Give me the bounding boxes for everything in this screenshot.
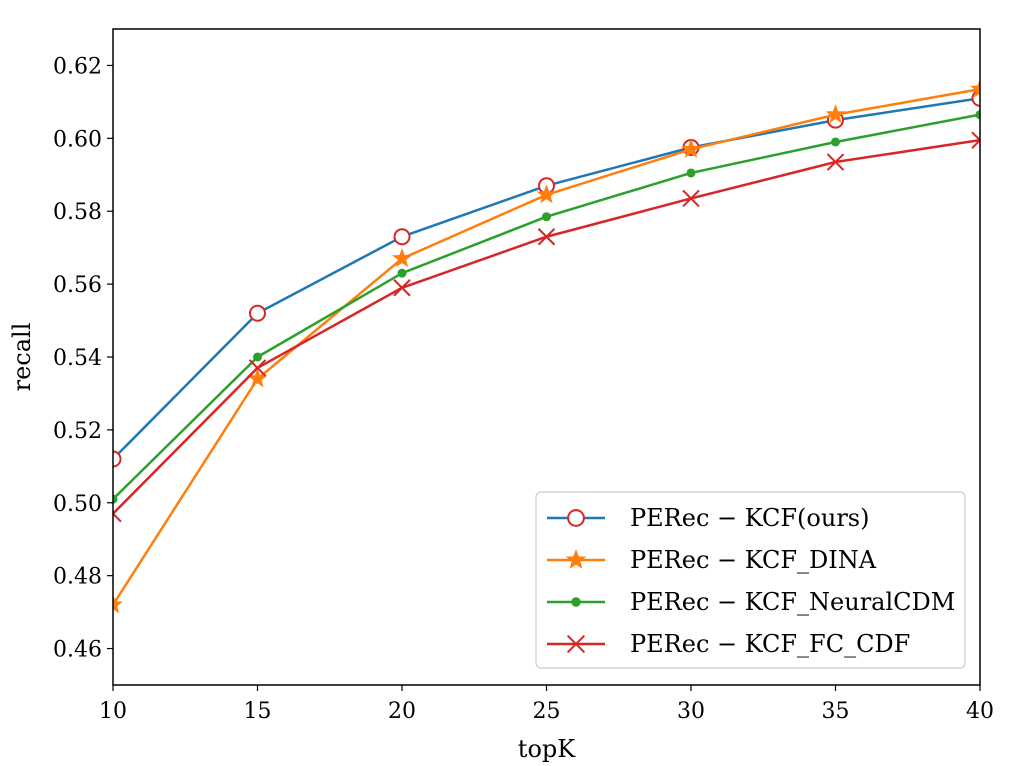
x-tick-label: 15 — [244, 699, 272, 724]
data-point — [970, 78, 980, 98]
x-tick-label: 30 — [677, 699, 705, 724]
data-point — [542, 212, 551, 222]
series-layer — [113, 78, 980, 614]
data-point — [831, 137, 840, 147]
series-3 — [113, 131, 980, 523]
data-point — [393, 279, 411, 297]
x-marker-stroke — [682, 189, 700, 208]
y-axis-ticks: 0.46 0.48 0.50 0.52 0.54 0.56 0.58 0.60 0.62 — [53, 54, 113, 663]
legend-entry: PERec − KCF_DINA — [547, 546, 877, 574]
y-tick-label: 0.48 — [53, 565, 102, 590]
legend-label: PERec − KCF_NeuralCDM — [630, 588, 955, 616]
x-marker-stroke — [113, 505, 122, 516]
data-point — [536, 184, 557, 204]
x-tick-label: 40 — [966, 699, 994, 724]
x-axis-label: topK — [518, 735, 576, 763]
legend-marker — [565, 549, 587, 569]
data-point — [113, 494, 118, 504]
x-tick-label: 10 — [99, 699, 127, 724]
y-tick-label: 0.58 — [53, 200, 102, 225]
x-marker-stroke — [537, 228, 556, 246]
x-axis-ticks: 10 15 20 25 30 35 40 — [99, 685, 994, 724]
x-marker-stroke — [971, 131, 980, 142]
x-marker-stroke — [971, 138, 980, 149]
y-tick-label: 0.54 — [53, 346, 102, 371]
y-tick-label: 0.60 — [53, 127, 102, 152]
legend-entry: PERec − KCF_NeuralCDM — [547, 588, 955, 616]
data-point — [113, 450, 122, 468]
data-point — [113, 505, 122, 523]
legend-marker — [567, 509, 585, 527]
x-marker-stroke — [826, 153, 845, 171]
data-point — [975, 110, 980, 120]
legend-label: PERec − KCF_DINA — [630, 546, 877, 574]
legend-entry: PERec − KCF(ours) — [547, 504, 869, 532]
data-point — [971, 131, 980, 149]
legend-entry: PERec − KCF_FC_CDF — [547, 630, 910, 658]
data-point — [537, 228, 556, 246]
x-marker-stroke — [248, 359, 267, 377]
data-point — [249, 304, 266, 322]
data-point — [682, 189, 700, 208]
legend-box — [535, 491, 966, 669]
legend-label: PERec − KCF_FC_CDF — [630, 630, 910, 658]
x-marker-stroke — [566, 634, 586, 654]
data-point — [825, 104, 846, 124]
series-2 — [113, 110, 980, 504]
legend: PERec − KCF(ours) PERec − KCF_DINA PERec −… — [535, 491, 966, 669]
x-marker-stroke — [393, 279, 411, 297]
data-point — [397, 268, 407, 278]
x-tick-label: 20 — [388, 699, 416, 724]
x-marker-stroke — [113, 512, 122, 523]
legend-marker — [571, 597, 581, 607]
y-tick-label: 0.52 — [53, 419, 102, 444]
data-point — [393, 228, 411, 246]
data-point — [686, 168, 696, 178]
y-tick-label: 0.46 — [53, 638, 102, 663]
data-point — [392, 248, 412, 268]
x-tick-label: 25 — [533, 699, 561, 724]
y-axis-label: recall — [8, 323, 36, 392]
legend-label: PERec − KCF(ours) — [630, 504, 869, 532]
legend-marker — [566, 634, 586, 654]
y-tick-label: 0.62 — [53, 54, 102, 79]
data-point — [681, 138, 701, 158]
data-point — [113, 594, 123, 614]
data-point — [248, 359, 267, 377]
x-tick-label: 35 — [822, 699, 850, 724]
data-point — [253, 352, 262, 362]
data-point — [826, 153, 845, 171]
y-tick-label: 0.50 — [53, 492, 102, 517]
y-tick-label: 0.56 — [53, 273, 102, 298]
